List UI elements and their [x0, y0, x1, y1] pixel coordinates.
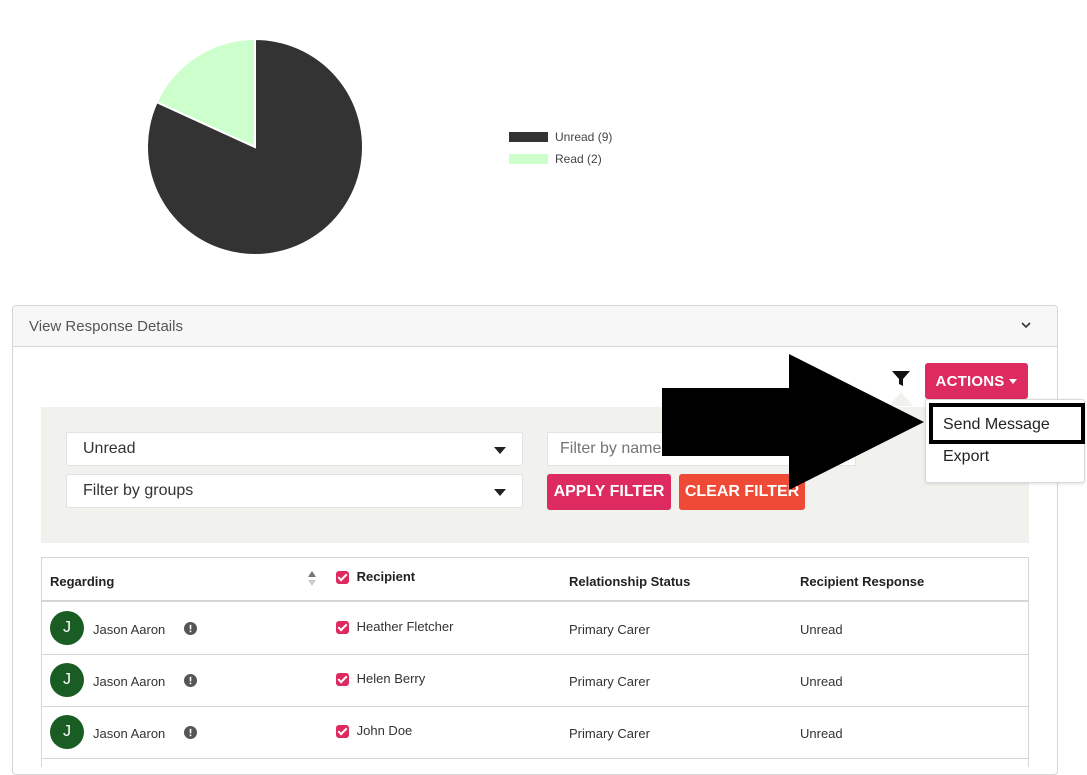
panel-title: View Response Details: [29, 317, 183, 335]
regarding-name: Jason Aaron: [93, 726, 166, 741]
actions-button-label: ACTIONS: [935, 372, 1005, 390]
annotation-arrow: [662, 354, 924, 490]
table-row[interactable]: J Jason Aaron Heather Fletcher Primary C…: [42, 603, 1028, 655]
avatar: J: [50, 611, 84, 645]
responses-table: Regarding Recipient Relationship Status …: [41, 557, 1029, 767]
response-pie-chart: [140, 30, 370, 262]
recipient-header-label: Recipient: [356, 569, 416, 584]
regarding-name: Jason Aaron: [93, 622, 166, 637]
legend-item-read: Read (2): [509, 148, 612, 170]
avatar: J: [50, 715, 84, 749]
relationship-status: Primary Carer: [569, 674, 650, 689]
legend-label-read: Read (2): [555, 152, 602, 166]
menu-item-send-message[interactable]: Send Message: [943, 416, 1050, 433]
table-header: Regarding Recipient Relationship Status …: [42, 558, 1028, 602]
actions-button[interactable]: ACTIONS: [925, 363, 1028, 399]
funnel-icon[interactable]: [890, 368, 912, 390]
table-row[interactable]: J Jason Aaron John Doe Primary Carer Unr…: [42, 707, 1028, 759]
filter-panel-pointer: [889, 392, 913, 406]
chart-legend: Unread (9) Read (2): [509, 126, 612, 170]
caret-down-icon: [1009, 378, 1018, 384]
select-all-checkbox[interactable]: [336, 571, 349, 585]
column-header-response[interactable]: Recipient Response: [800, 574, 925, 589]
apply-filter-label: APPLY FILTER: [553, 483, 665, 500]
recipient-name: John Doe: [356, 723, 413, 738]
row-checkbox[interactable]: [336, 621, 349, 635]
recipient-name: Helen Berry: [356, 671, 426, 686]
legend-swatch-unread: [509, 132, 548, 142]
actions-dropdown-menu: Send Message Export: [925, 399, 1085, 483]
relationship-status: Primary Carer: [569, 726, 650, 741]
clear-filter-button[interactable]: CLEAR FILTER: [679, 474, 805, 510]
recipient-response: Unread: [800, 622, 843, 637]
alert-icon[interactable]: [184, 674, 197, 687]
clear-filter-label: CLEAR FILTER: [684, 483, 800, 500]
avatar: J: [50, 663, 84, 697]
recipient-cell: Helen Berry: [336, 671, 426, 687]
regarding-name: Jason Aaron: [93, 674, 166, 689]
highlight-box: [929, 403, 1085, 444]
panel-header[interactable]: View Response Details: [13, 306, 1057, 347]
pie-slice-read: [155, 37, 256, 149]
recipient-cell: John Doe: [336, 723, 413, 739]
apply-filter-button[interactable]: APPLY FILTER: [547, 474, 671, 510]
menu-item-export[interactable]: Export: [943, 448, 990, 465]
recipient-response: Unread: [800, 726, 843, 741]
status-select[interactable]: Unread: [66, 432, 523, 466]
dropdown-caret-icon: [494, 489, 506, 496]
recipient-name: Heather Fletcher: [356, 619, 454, 634]
column-header-regarding[interactable]: Regarding: [50, 574, 115, 589]
groups-select[interactable]: Filter by groups: [66, 474, 523, 508]
recipient-response: Unread: [800, 674, 843, 689]
pie-svg: [146, 37, 364, 256]
relationship-status: Primary Carer: [569, 622, 650, 637]
legend-label-unread: Unread (9): [555, 130, 613, 144]
alert-icon[interactable]: [184, 726, 197, 739]
row-checkbox[interactable]: [336, 673, 349, 687]
chevron-down-icon[interactable]: [1019, 318, 1033, 332]
column-header-recipient[interactable]: Recipient: [336, 569, 416, 585]
recipient-cell: Heather Fletcher: [336, 619, 454, 635]
groups-select-value: Filter by groups: [83, 482, 194, 499]
dropdown-caret-icon: [494, 447, 506, 454]
column-header-relationship[interactable]: Relationship Status: [569, 574, 691, 589]
status-select-value: Unread: [83, 440, 136, 457]
table-row[interactable]: J Jason Aaron Helen Berry Primary Carer …: [42, 655, 1028, 707]
alert-icon[interactable]: [184, 622, 197, 635]
legend-swatch-read: [509, 154, 548, 164]
sort-icon[interactable]: [307, 569, 317, 587]
row-checkbox[interactable]: [336, 725, 349, 739]
legend-item-unread: Unread (9): [509, 126, 612, 148]
